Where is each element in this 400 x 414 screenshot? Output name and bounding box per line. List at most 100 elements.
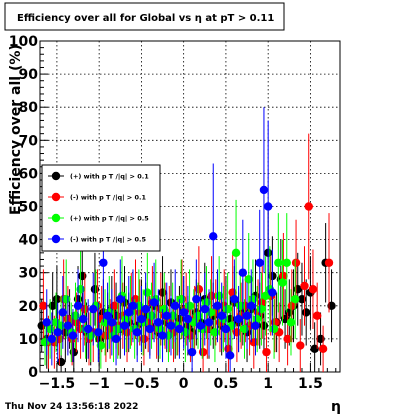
y-tick-label: 100: [9, 34, 38, 50]
data-point: [89, 304, 98, 314]
x-axis-title: η: [331, 399, 341, 414]
y-tick-label: 20: [19, 299, 39, 315]
data-point: [171, 301, 180, 310]
x-tick-label: −1: [88, 376, 109, 392]
data-point: [145, 324, 155, 334]
data-point: [58, 308, 68, 317]
data-point: [116, 294, 125, 304]
data-point: [262, 347, 271, 357]
data-point: [261, 291, 270, 301]
ticks-layer: 0 10 20 30 40 50 60 70 80 90 100 −1.5 −1 −0.5 0 0.5 1 1.5: [9, 34, 337, 392]
data-point: [312, 311, 322, 320]
data-point: [213, 301, 222, 310]
data-point: [149, 298, 159, 307]
y-tick-label: 10: [19, 332, 39, 348]
x-tick-label: 1.5: [298, 376, 323, 392]
data-point: [257, 304, 266, 314]
data-point: [39, 301, 48, 310]
legend-label: (+) with p T /|q| > 0.5: [70, 215, 149, 224]
data-point: [324, 258, 334, 267]
data-point: [94, 328, 103, 337]
y-tick-label: 60: [19, 166, 39, 182]
data-point: [242, 311, 252, 320]
data-point: [269, 324, 279, 334]
data-point: [158, 331, 167, 340]
data-point: [209, 232, 218, 241]
timestamp: Thu Nov 24 13:56:18 2022: [5, 402, 138, 412]
data-point: [154, 318, 163, 327]
data-point: [217, 311, 226, 320]
data-point: [259, 185, 269, 195]
data-point: [291, 258, 301, 267]
x-tick-label: −0.5: [123, 376, 160, 392]
data-point: [183, 314, 193, 324]
title-box: [4, 2, 285, 31]
data-point: [143, 288, 152, 297]
data-point: [221, 324, 231, 334]
data-point: [52, 294, 62, 304]
data-point: [53, 328, 62, 337]
x-tick-label: 0.5: [214, 376, 239, 392]
data-point: [175, 324, 184, 334]
data-point: [192, 294, 201, 304]
data-point: [274, 258, 283, 267]
data-point: [63, 321, 73, 330]
y-tick-label: 40: [19, 233, 39, 249]
series-3: [42, 107, 277, 372]
data-point: [234, 314, 243, 324]
data-point: [68, 331, 78, 340]
data-point: [287, 301, 297, 310]
data-point: [137, 314, 146, 324]
data-point: [196, 321, 205, 330]
y-tick-label: 0: [28, 365, 38, 381]
data-point: [263, 202, 273, 211]
y-tick-label: 80: [19, 100, 39, 116]
data-point: [225, 351, 235, 360]
data-point: [291, 294, 300, 304]
y-axis-title: Efficiency over all (%): [8, 44, 24, 215]
data-point: [99, 258, 108, 267]
x-tick-label: −1.5: [39, 376, 76, 392]
data-point: [47, 334, 57, 344]
data-point: [279, 271, 288, 281]
data-point: [204, 318, 214, 327]
y-tick-label: 90: [19, 67, 39, 83]
data-point: [132, 328, 142, 337]
data-point: [301, 308, 311, 317]
data-point: [128, 301, 138, 310]
y-tick-label: 50: [19, 200, 39, 216]
data-point: [238, 268, 248, 277]
data-point: [73, 301, 83, 310]
data-point: [283, 334, 292, 344]
y-tick-label: 30: [19, 266, 39, 282]
data-point: [247, 301, 256, 310]
data-point: [231, 248, 241, 258]
data-point: [282, 258, 291, 267]
data-point: [185, 301, 194, 310]
data-point: [308, 285, 318, 294]
data-point: [83, 324, 93, 334]
chart-title: Efficiency over all for Global vs η at p…: [17, 13, 274, 24]
legend: (+) with p T /|q| > 0.1 (-) with p T /|q|…: [41, 164, 161, 252]
data-point: [187, 347, 197, 357]
legend-label: (-) with p T /|q| > 0.1: [70, 194, 146, 203]
data-point: [304, 202, 313, 211]
legend-label: (-) with p T /|q| > 0.5: [70, 236, 146, 245]
legend-box: [41, 164, 161, 252]
x-tick-label: 1: [263, 376, 273, 392]
data-point: [42, 318, 51, 327]
data-point: [111, 334, 121, 344]
data-point: [300, 281, 309, 291]
x-tick-label: 0: [179, 376, 189, 392]
data-point: [166, 321, 176, 330]
data-point: [120, 321, 129, 330]
y-tick-label: 70: [19, 133, 39, 149]
data-point: [162, 311, 171, 320]
data-point: [107, 318, 117, 327]
data-point: [268, 288, 277, 297]
data-layer: [37, 107, 336, 372]
data-point: [200, 304, 209, 314]
data-point: [286, 318, 296, 327]
data-point: [141, 304, 150, 314]
